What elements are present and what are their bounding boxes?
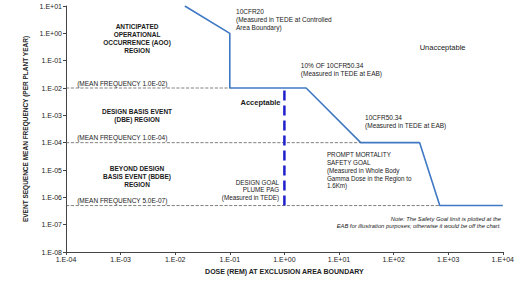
- svg-text:1.E+01: 1.E+01: [328, 256, 350, 263]
- svg-text:1.E-04: 1.E-04: [41, 139, 62, 146]
- svg-text:(Measured in TEDE at EAB): (Measured in TEDE at EAB): [301, 70, 382, 78]
- svg-text:1.E-02: 1.E-02: [41, 85, 62, 92]
- svg-text:PROMPT MORTALITY: PROMPT MORTALITY: [327, 151, 392, 158]
- svg-text:1.E+00: 1.E+00: [273, 256, 295, 263]
- svg-text:DOSE (REM) AT EXCLUSION AREA B: DOSE (REM) AT EXCLUSION AREA BOUNDARY: [205, 268, 364, 276]
- svg-text:SAFETY GOAL: SAFETY GOAL: [327, 159, 371, 166]
- svg-text:REGION: REGION: [124, 47, 150, 54]
- svg-text:Area Boundary): Area Boundary): [236, 24, 282, 32]
- svg-text:PLUME PAG: PLUME PAG: [243, 186, 279, 193]
- svg-text:(Measured in TEDE at EAB): (Measured in TEDE at EAB): [365, 122, 446, 130]
- svg-text:(MEAN FREQUENCY 1.0E-04): (MEAN FREQUENCY 1.0E-04): [77, 134, 167, 142]
- svg-text:Note: The Safety Goal limit is: Note: The Safety Goal limit is plotted a…: [391, 216, 502, 222]
- svg-text:(MEAN FREQUENCY 5.0E-07): (MEAN FREQUENCY 5.0E-07): [77, 197, 167, 205]
- svg-text:OPERATIONAL: OPERATIONAL: [114, 31, 161, 38]
- svg-text:EVENT SEQUENCE MEAN FREQUENCY: EVENT SEQUENCE MEAN FREQUENCY (PER PLANT…: [22, 36, 30, 222]
- svg-text:BASIS EVENT (BDBE): BASIS EVENT (BDBE): [103, 173, 171, 181]
- svg-text:10CFR20: 10CFR20: [236, 8, 264, 15]
- svg-text:1.E-03: 1.E-03: [41, 112, 62, 119]
- svg-text:1.E-06: 1.E-06: [41, 194, 62, 201]
- svg-text:1.E-02: 1.E-02: [165, 256, 186, 263]
- svg-text:(Measured in TEDE at Controlle: (Measured in TEDE at Controlled: [236, 16, 332, 24]
- svg-text:1.E+04: 1.E+04: [492, 256, 514, 263]
- svg-text:1.E-05: 1.E-05: [41, 167, 62, 174]
- svg-text:1.E+03: 1.E+03: [437, 256, 459, 263]
- svg-text:1.E-03: 1.E-03: [110, 256, 131, 263]
- svg-text:1.E+01: 1.E+01: [40, 3, 62, 10]
- svg-text:1.6Km): 1.6Km): [327, 182, 347, 190]
- svg-text:ANTICIPATED: ANTICIPATED: [116, 23, 159, 30]
- svg-text:Acceptable: Acceptable: [241, 98, 281, 107]
- svg-text:1.E-01: 1.E-01: [219, 256, 240, 263]
- svg-text:10% OF 10CFR50.34: 10% OF 10CFR50.34: [301, 62, 364, 69]
- svg-text:Unacceptable: Unacceptable: [420, 43, 466, 52]
- svg-text:1.E-08: 1.E-08: [41, 249, 62, 256]
- svg-text:OCCURRENCE (AOO): OCCURRENCE (AOO): [103, 39, 171, 47]
- svg-text:1.E-07: 1.E-07: [41, 221, 62, 228]
- svg-text:1.E-04: 1.E-04: [56, 256, 77, 263]
- svg-text:10CFR50.34: 10CFR50.34: [365, 114, 402, 121]
- svg-text:(Measured in Whole Body: (Measured in Whole Body: [327, 167, 400, 175]
- svg-text:1.E-01: 1.E-01: [41, 57, 62, 64]
- svg-text:DESIGN BASIS EVENT: DESIGN BASIS EVENT: [102, 108, 172, 115]
- svg-text:1.E+02: 1.E+02: [382, 256, 404, 263]
- svg-text:REGION: REGION: [124, 181, 150, 188]
- svg-text:BEYOND DESIGN: BEYOND DESIGN: [110, 165, 165, 172]
- svg-text:(DBE) REGION: (DBE) REGION: [114, 116, 160, 124]
- svg-text:1.E+00: 1.E+00: [40, 30, 62, 37]
- svg-text:Gamma Dose in the Region to: Gamma Dose in the Region to: [327, 175, 412, 183]
- svg-text:(MEAN FREQUENCY 1.0E-02): (MEAN FREQUENCY 1.0E-02): [77, 80, 167, 88]
- svg-text:DESIGN GOAL: DESIGN GOAL: [236, 179, 280, 186]
- svg-text:(Measured in TEDE): (Measured in TEDE): [222, 194, 279, 202]
- svg-text:EAB for illustration purposes;: EAB for illustration purposes; otherwise…: [337, 224, 501, 230]
